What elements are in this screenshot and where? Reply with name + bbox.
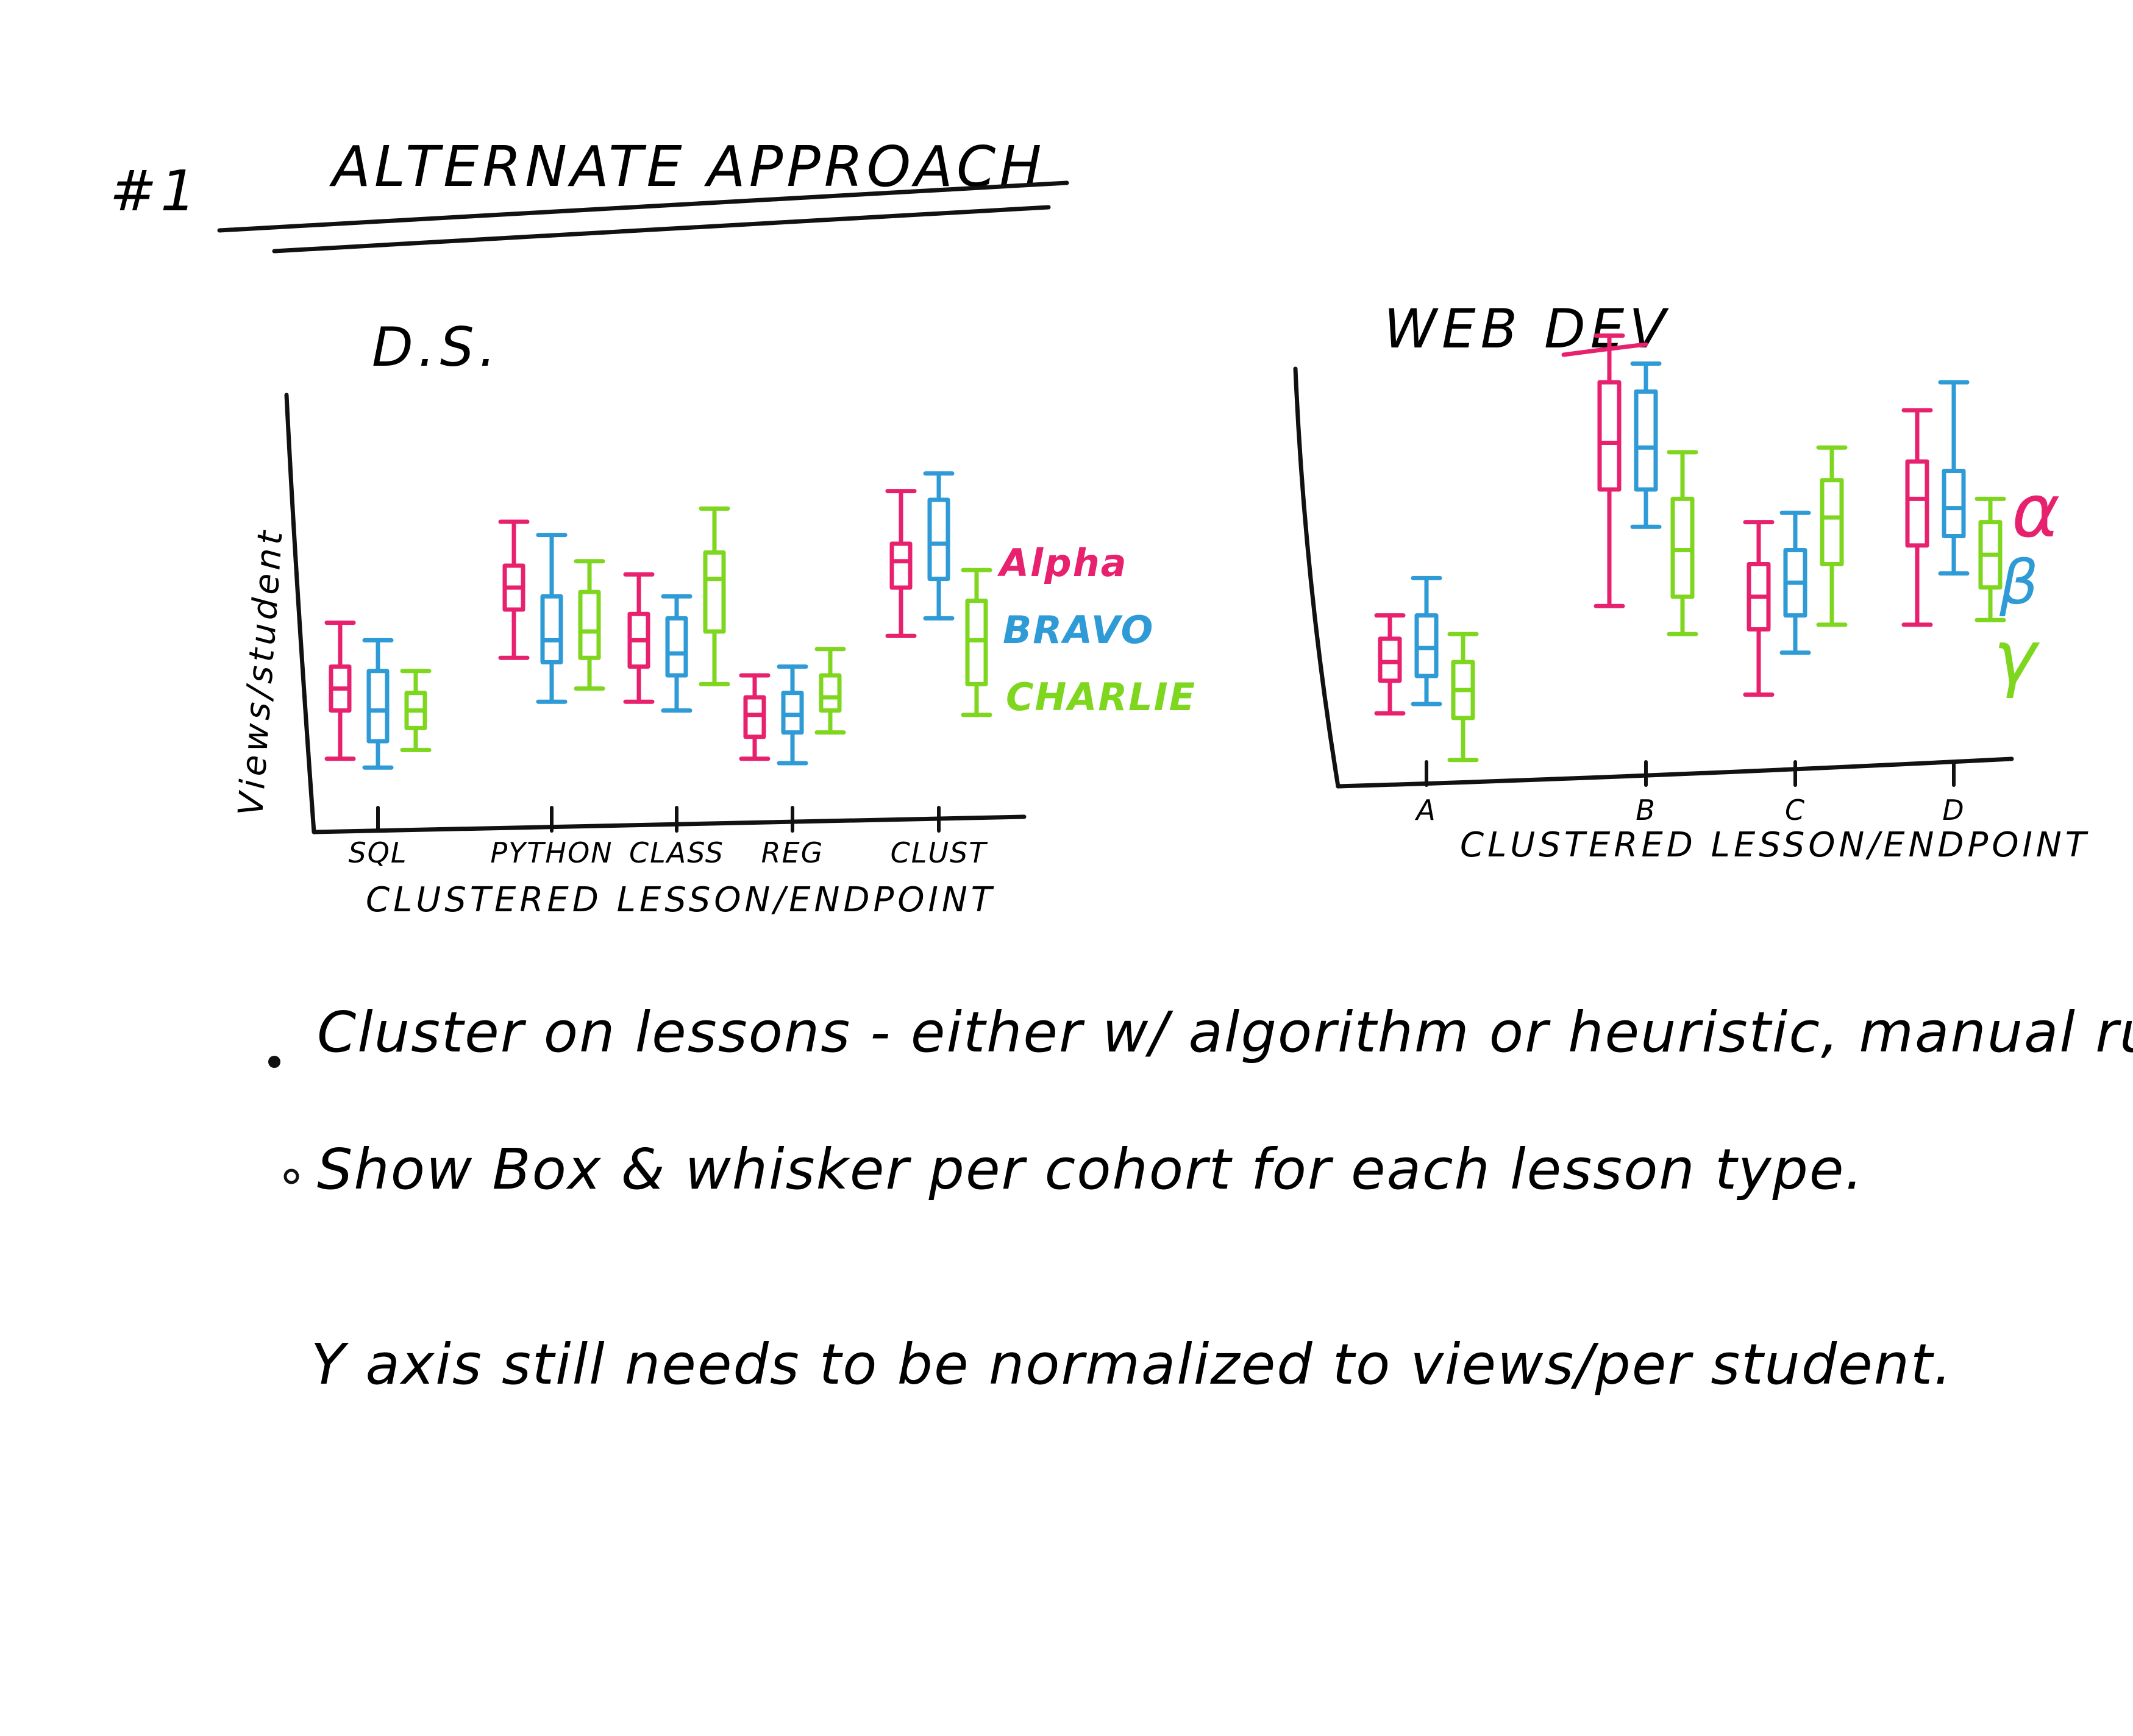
web-box-α-D [1901, 408, 1933, 627]
ds-box-Alpha-PYTHON [498, 519, 530, 660]
web-box-α-C [1743, 520, 1775, 697]
note-2-bullet [283, 1169, 299, 1184]
ds-box-BRAVO-CLASS [661, 594, 693, 713]
ds-box-CHARLIE-SQL [400, 669, 432, 752]
box-iqr [927, 497, 950, 582]
note-2: Show Box & whisker per cohort for each l… [317, 1137, 1864, 1202]
note-1-bullet [268, 1056, 280, 1068]
web-tick-label: B [1636, 794, 1656, 827]
web-box-β-A [1411, 575, 1442, 706]
header: #1 ALTERNATE APPROACH [110, 134, 1069, 254]
box-iqr [665, 616, 688, 678]
box-iqr [1670, 496, 1695, 599]
ds-box-BRAVO-SQL [362, 638, 394, 770]
web-y-axis [1293, 366, 1341, 789]
note-1: Cluster on lessons - either w/ algorithm… [317, 1000, 2133, 1065]
ds-box-BRAVO-REG [777, 664, 808, 766]
box-iqr [889, 541, 913, 590]
ds-y-axis [284, 393, 316, 834]
ds-box-CHARLIE-CLUST [961, 567, 992, 717]
title-underline-1 [217, 180, 1069, 233]
web-box-β-B [1630, 361, 1662, 529]
ds-x-axis-label: CLUSTERED LESSON/ENDPOINT [366, 880, 995, 920]
box-iqr [540, 594, 563, 664]
web-box-γ-A [1447, 631, 1479, 763]
ds-box-Alpha-REG [739, 673, 771, 761]
note-3: Y axis still needs to be normalized to v… [311, 1332, 1953, 1397]
web-box-γ-D [1975, 496, 2006, 622]
box-iqr [1378, 636, 1402, 683]
legend-charlie: CHARLIE [1006, 675, 1196, 719]
web-box-γ-B [1667, 450, 1698, 636]
web-dev-chart: WEB DEV CLUSTERED LESSON/ENDPOINT A B C D α… [1293, 297, 2090, 865]
legend-alpha: Alpha [997, 541, 1128, 585]
box-iqr [1634, 389, 1658, 492]
box-iqr [1820, 478, 1844, 566]
box-iqr [965, 599, 988, 686]
ds-tick-label: REG [761, 836, 824, 869]
ds-box-Alpha-SQL [324, 621, 356, 761]
web-x-axis-label: CLUSTERED LESSON/ENDPOINT [1460, 825, 2090, 865]
ds-x-axis [312, 814, 1027, 834]
side-label-gamma: γ [1993, 616, 2040, 700]
ds-tick-label: CLASS [629, 836, 724, 869]
ds-box-CHARLIE-PYTHON [574, 559, 605, 691]
box-iqr [1414, 613, 1439, 678]
ds-tick-label: CLUST [891, 836, 989, 869]
box-iqr [1597, 380, 1622, 492]
notes: Cluster on lessons - either w/ algorithm… [268, 1000, 2133, 1397]
ds-tick-label: PYTHON [490, 836, 613, 869]
web-box-β-C [1779, 510, 1811, 655]
box-iqr [781, 691, 804, 735]
ds-chart-title: D.S. [372, 316, 501, 379]
box-iqr [819, 673, 842, 713]
title-underline-2 [272, 205, 1051, 254]
ds-y-axis-label: Views/student [231, 526, 291, 817]
ds-box-BRAVO-PYTHON [536, 533, 568, 704]
web-title-accent [1561, 342, 1648, 357]
box-iqr [578, 589, 601, 660]
web-box-β-D [1938, 380, 1970, 576]
ds-box-Alpha-CLUST [885, 489, 917, 638]
ds-tick-label: SQL [348, 836, 407, 869]
ds-box-Alpha-CLASS [623, 572, 655, 704]
box-iqr [1942, 468, 1966, 539]
ds-box-CHARLIE-CLASS [699, 506, 730, 686]
ds-legend: Alpha BRAVO CHARLIE [997, 541, 1196, 719]
web-box-α-A [1374, 613, 1406, 716]
web-tick-label: A [1414, 794, 1436, 827]
box-iqr [743, 695, 766, 739]
web-x-axis [1336, 756, 2014, 789]
ds-box-CHARLIE-REG [814, 647, 846, 735]
web-box-α-B [1594, 333, 1625, 608]
ds-box-BRAVO-CLUST [923, 471, 955, 621]
box-iqr [1905, 459, 1929, 548]
legend-bravo: BRAVO [1003, 608, 1154, 652]
web-box-γ-C [1816, 445, 1848, 627]
ds-chart: D.S. Views/student CLUSTERED LESSON/ENDP… [231, 316, 1196, 920]
number-mark: #1 [110, 158, 200, 224]
box-iqr [366, 669, 390, 744]
web-side-labels: α β γ [1993, 469, 2060, 700]
web-tick-label: D [1942, 794, 1965, 827]
page-title: ALTERNATE APPROACH [329, 134, 1045, 199]
side-label-beta: β [1999, 547, 2039, 618]
box-iqr [703, 550, 726, 634]
web-tick-label: C [1785, 794, 1806, 827]
web-chart-title: WEB DEV [1384, 297, 1671, 360]
side-label-alpha: α [2012, 469, 2060, 554]
